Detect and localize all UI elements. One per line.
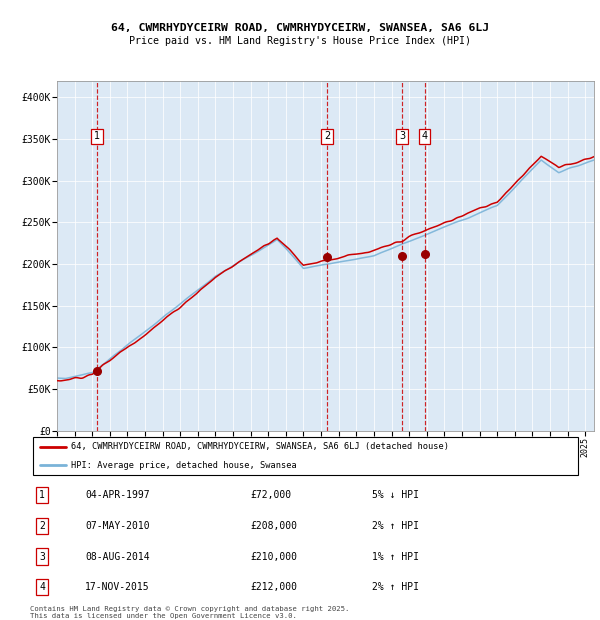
Text: 2: 2 — [39, 521, 45, 531]
Text: 04-APR-1997: 04-APR-1997 — [85, 490, 150, 500]
Text: 3: 3 — [39, 552, 45, 562]
Text: 17-NOV-2015: 17-NOV-2015 — [85, 582, 150, 592]
Text: Contains HM Land Registry data © Crown copyright and database right 2025.
This d: Contains HM Land Registry data © Crown c… — [30, 606, 349, 619]
Text: £208,000: £208,000 — [251, 521, 298, 531]
Text: 4: 4 — [39, 582, 45, 592]
Text: 3: 3 — [399, 131, 405, 141]
Text: Price paid vs. HM Land Registry's House Price Index (HPI): Price paid vs. HM Land Registry's House … — [129, 36, 471, 46]
Text: 07-MAY-2010: 07-MAY-2010 — [85, 521, 150, 531]
Text: 08-AUG-2014: 08-AUG-2014 — [85, 552, 150, 562]
Text: 64, CWMRHYDYCEIRW ROAD, CWMRHYDYCEIRW, SWANSEA, SA6 6LJ (detached house): 64, CWMRHYDYCEIRW ROAD, CWMRHYDYCEIRW, S… — [71, 442, 449, 451]
Text: £212,000: £212,000 — [251, 582, 298, 592]
Text: 1: 1 — [94, 131, 100, 141]
Text: 1% ↑ HPI: 1% ↑ HPI — [372, 552, 419, 562]
Text: HPI: Average price, detached house, Swansea: HPI: Average price, detached house, Swan… — [71, 461, 297, 470]
FancyBboxPatch shape — [33, 438, 578, 474]
Text: 5% ↓ HPI: 5% ↓ HPI — [372, 490, 419, 500]
Text: 64, CWMRHYDYCEIRW ROAD, CWMRHYDYCEIRW, SWANSEA, SA6 6LJ: 64, CWMRHYDYCEIRW ROAD, CWMRHYDYCEIRW, S… — [111, 23, 489, 33]
Text: 1: 1 — [39, 490, 45, 500]
Text: 4: 4 — [422, 131, 428, 141]
Text: £210,000: £210,000 — [251, 552, 298, 562]
Text: 2% ↑ HPI: 2% ↑ HPI — [372, 582, 419, 592]
Text: 2: 2 — [324, 131, 331, 141]
Text: 2% ↑ HPI: 2% ↑ HPI — [372, 521, 419, 531]
Text: £72,000: £72,000 — [251, 490, 292, 500]
